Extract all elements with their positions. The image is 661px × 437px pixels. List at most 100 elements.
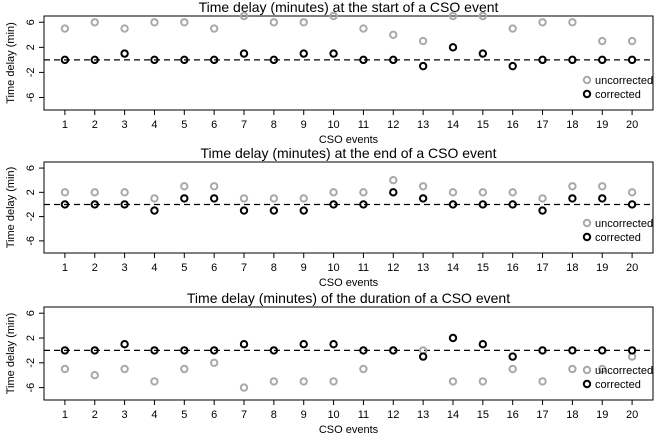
data-point-uncorrected <box>598 36 607 46</box>
x-tick-label: 18 <box>566 119 578 131</box>
x-tick-label: 15 <box>477 119 489 131</box>
x-tick-label: 6 <box>211 409 217 421</box>
data-point-corrected <box>299 340 308 349</box>
x-tick-label: 20 <box>626 119 638 131</box>
y-tick-label: 2 <box>25 44 37 50</box>
x-tick-label: 8 <box>271 262 277 274</box>
x-tick-label: 20 <box>626 262 638 274</box>
y-tick-label: -6 <box>25 236 37 246</box>
x-tick-label: 17 <box>536 409 548 421</box>
data-point-uncorrected <box>359 188 368 197</box>
data-point-corrected <box>627 55 637 65</box>
data-point-corrected <box>359 55 368 65</box>
data-point-uncorrected <box>299 194 308 203</box>
data-point-uncorrected <box>538 194 547 203</box>
x-tick-label: 4 <box>151 262 157 274</box>
data-point-uncorrected <box>478 11 488 21</box>
data-point-uncorrected <box>180 364 189 374</box>
legend-label-corrected: corrected <box>595 379 641 391</box>
plot-frame <box>43 15 654 111</box>
y-axis-label: Time delay (min) <box>5 22 17 104</box>
x-tick-label: 16 <box>507 119 519 131</box>
data-point-corrected <box>418 61 428 71</box>
x-tick-label: 15 <box>477 262 489 274</box>
data-point-corrected <box>239 206 249 215</box>
data-point-corrected <box>60 55 70 65</box>
y-tick-label: -6 <box>25 93 37 103</box>
data-point-corrected <box>359 200 368 209</box>
data-point-uncorrected <box>418 36 428 46</box>
data-point-uncorrected <box>389 30 398 39</box>
x-tick-label: 6 <box>211 119 217 131</box>
data-point-uncorrected <box>180 182 189 191</box>
data-point-corrected <box>90 200 99 209</box>
data-point-corrected <box>90 346 99 355</box>
x-tick-label: 11 <box>358 262 369 274</box>
data-point-uncorrected <box>448 188 458 197</box>
data-point-corrected <box>239 49 249 58</box>
data-point-corrected <box>90 55 99 65</box>
data-point-uncorrected <box>90 188 99 197</box>
data-point-corrected <box>180 194 189 203</box>
x-tick-label: 19 <box>596 262 608 274</box>
data-point-uncorrected <box>598 182 607 191</box>
data-point-uncorrected <box>568 182 577 191</box>
x-tick-label: 12 <box>387 409 399 421</box>
x-tick-label: 3 <box>122 119 128 131</box>
x-tick-label: 19 <box>596 119 608 131</box>
data-point-corrected <box>448 43 458 52</box>
x-tick-label: 17 <box>536 262 548 274</box>
data-point-uncorrected <box>60 24 70 33</box>
x-tick-label: 14 <box>447 409 459 421</box>
data-point-uncorrected <box>329 11 338 21</box>
x-tick-label: 8 <box>271 409 277 421</box>
data-point-corrected <box>329 340 338 349</box>
x-tick-label: 7 <box>241 119 247 131</box>
data-point-corrected <box>60 200 70 209</box>
legend-label-uncorrected: uncorrected <box>595 75 653 87</box>
data-point-corrected <box>508 352 517 361</box>
data-point-corrected <box>627 346 637 355</box>
x-axis-label: CSO events <box>319 424 379 436</box>
y-tick-label: 2 <box>25 335 37 341</box>
data-point-corrected <box>508 200 517 209</box>
data-point-uncorrected <box>359 364 368 374</box>
data-point-uncorrected <box>150 194 159 203</box>
data-point-corrected <box>538 346 547 355</box>
x-tick-label: 9 <box>301 119 307 131</box>
y-tick-label: 6 <box>25 165 37 171</box>
data-point-uncorrected <box>209 24 219 33</box>
plot-frame <box>43 161 654 254</box>
data-point-uncorrected <box>239 383 249 392</box>
legend-marker-corrected <box>582 89 592 99</box>
data-point-corrected <box>448 200 458 209</box>
data-point-uncorrected <box>508 364 517 374</box>
data-point-corrected <box>389 346 398 355</box>
legend-marker-uncorrected <box>582 365 592 375</box>
data-point-uncorrected <box>538 377 547 386</box>
data-point-uncorrected <box>180 18 189 27</box>
y-tick-label: 6 <box>25 310 37 316</box>
legend-marker-uncorrected <box>582 75 592 85</box>
y-tick-label: -2 <box>25 68 37 78</box>
x-tick-label: 14 <box>447 262 459 274</box>
legend-label-corrected: corrected <box>595 89 641 101</box>
data-point-corrected <box>239 340 249 349</box>
data-point-corrected <box>150 206 159 215</box>
x-tick-label: 13 <box>417 119 429 131</box>
x-tick-label: 5 <box>181 119 187 131</box>
x-tick-label: 2 <box>92 409 98 421</box>
data-point-corrected <box>299 206 308 215</box>
data-point-corrected <box>568 194 577 203</box>
data-point-corrected <box>180 346 189 355</box>
data-point-corrected <box>180 55 189 65</box>
x-tick-label: 10 <box>327 409 339 421</box>
data-point-uncorrected <box>568 364 577 374</box>
y-tick-label: 6 <box>25 19 37 25</box>
data-point-corrected <box>150 55 159 65</box>
x-tick-label: 8 <box>271 119 277 131</box>
data-point-corrected <box>120 340 129 349</box>
x-tick-label: 17 <box>536 119 548 131</box>
data-point-uncorrected <box>150 377 159 386</box>
